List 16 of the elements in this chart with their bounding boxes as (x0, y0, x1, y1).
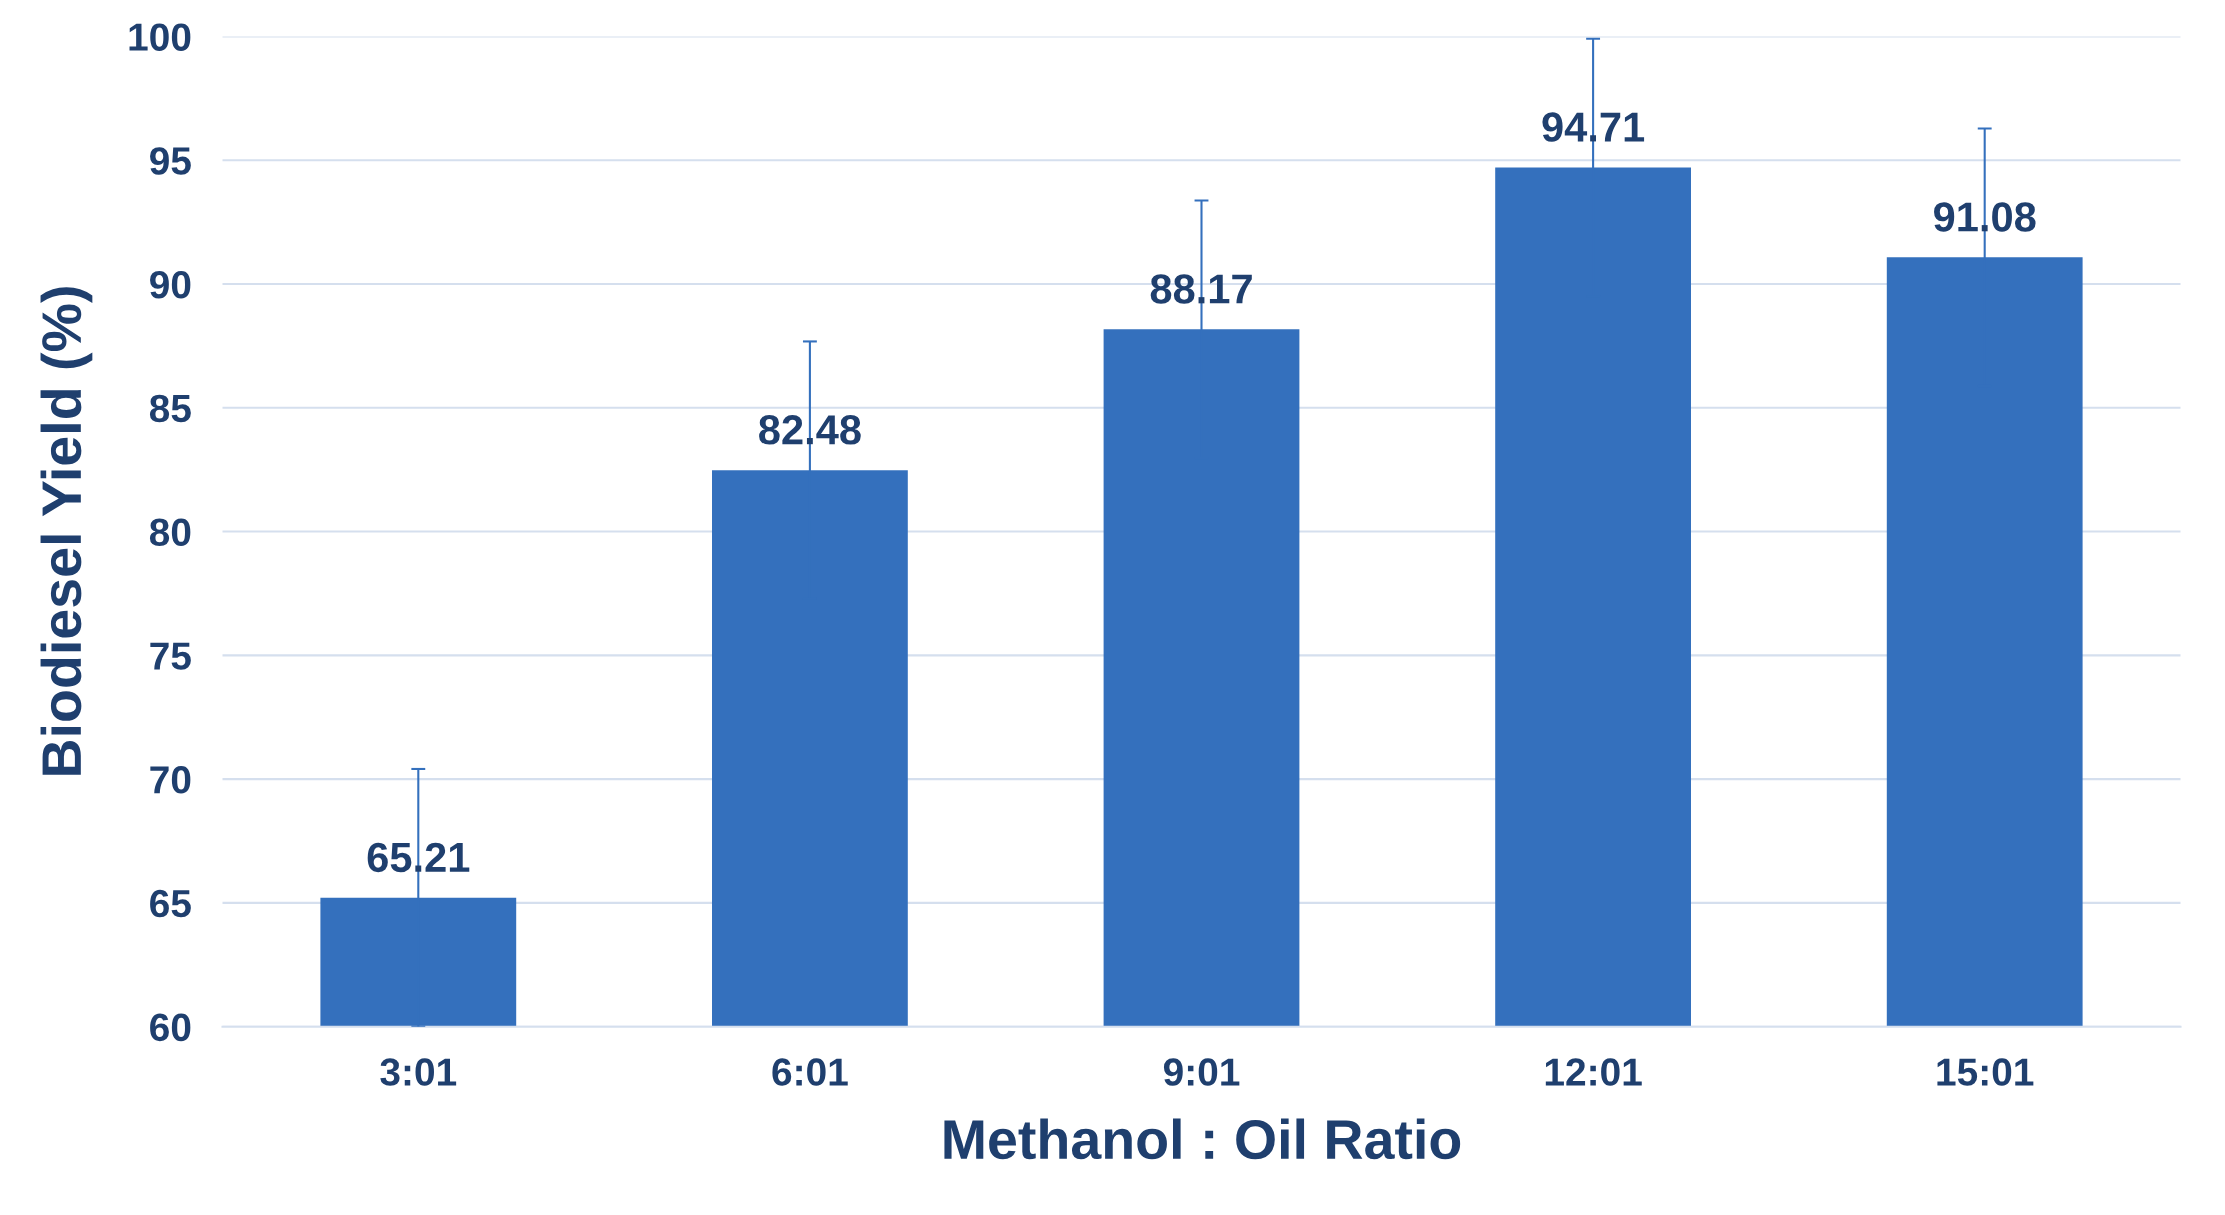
y-tick-label: 85 (149, 394, 191, 423)
y-axis-title: Biodiesel Yield (%) (40, 287, 93, 775)
x-tick-label: 12:01 (1545, 1058, 1642, 1086)
y-tick-label: 95 (150, 147, 191, 175)
x-axis-title: Methanol : Oil Ratio (944, 1118, 1461, 1160)
y-tick-label: 100 (129, 23, 191, 51)
y-tick-label: 90 (150, 270, 191, 299)
x-tick-label: 6:01 (772, 1058, 848, 1086)
x-tick-label: 9:01 (1163, 1058, 1240, 1086)
y-tick-label: 70 (150, 766, 191, 794)
x-tick-label: 3:01 (380, 1058, 457, 1086)
y-tick-label: 65 (150, 889, 191, 918)
y-tick-label: 60 (150, 1013, 191, 1042)
y-tick-label: 80 (149, 518, 191, 547)
x-tick-label: 15:01 (1937, 1058, 2034, 1086)
y-tick-label: 75 (150, 642, 191, 670)
